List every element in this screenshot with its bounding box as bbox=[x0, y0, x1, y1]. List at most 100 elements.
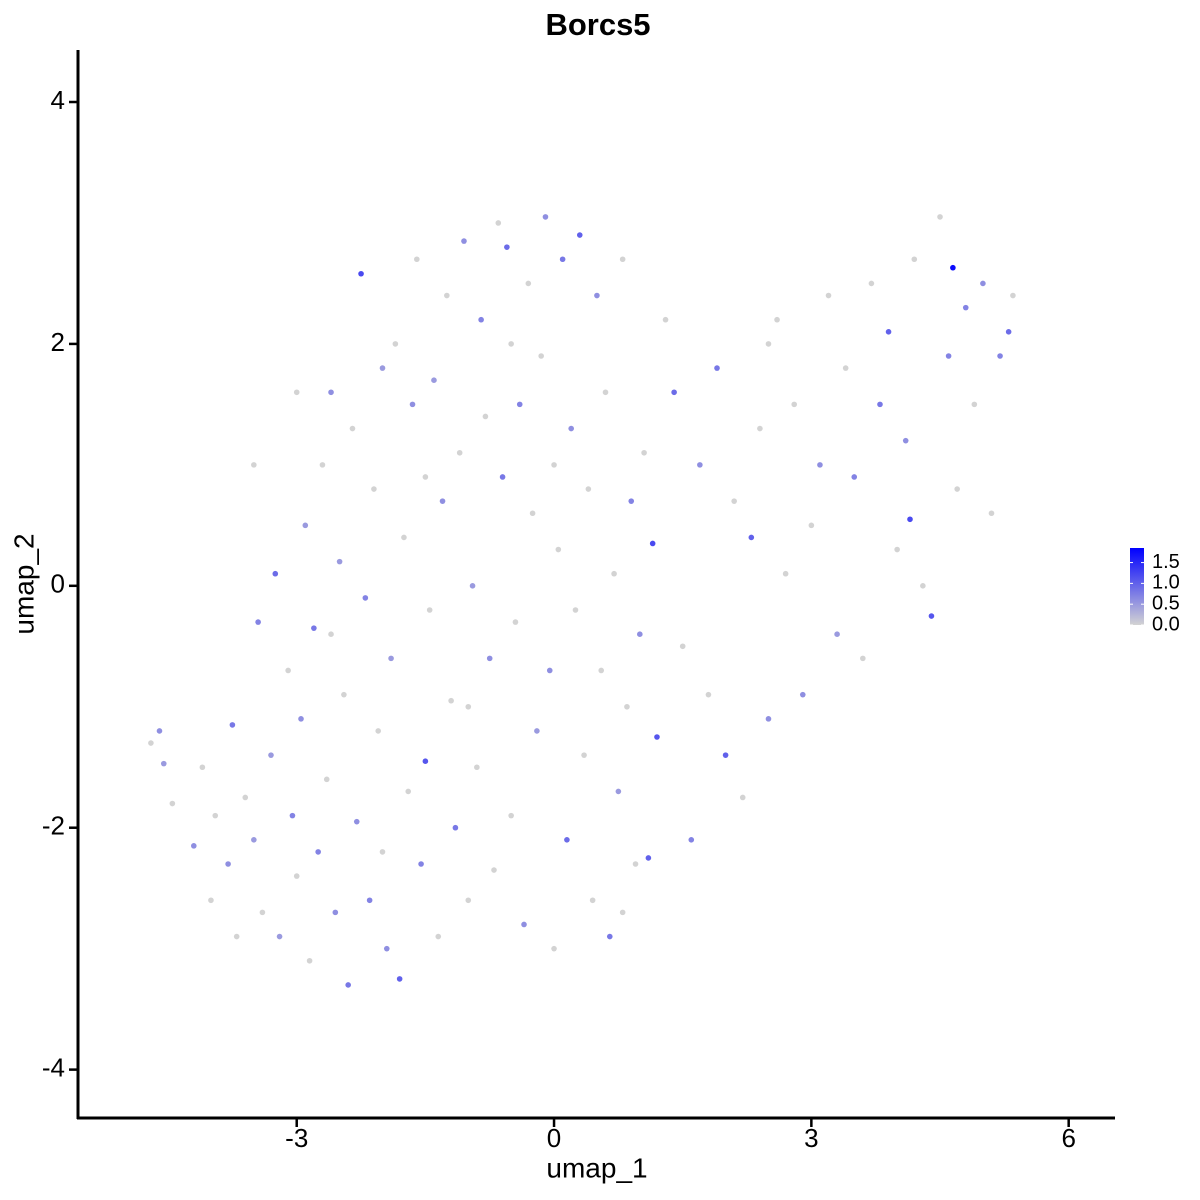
point bbox=[512, 619, 519, 625]
point bbox=[739, 794, 746, 801]
point bbox=[499, 474, 506, 480]
point bbox=[285, 667, 291, 674]
point bbox=[799, 691, 806, 698]
point bbox=[757, 425, 763, 432]
point bbox=[366, 897, 373, 904]
point bbox=[774, 316, 780, 323]
point bbox=[409, 401, 416, 408]
point bbox=[782, 570, 789, 577]
point bbox=[169, 800, 176, 807]
point bbox=[637, 631, 643, 637]
point bbox=[306, 957, 313, 964]
point bbox=[868, 280, 875, 287]
x-axis-title: umap_1 bbox=[546, 1152, 647, 1183]
point bbox=[414, 256, 420, 263]
point bbox=[1005, 329, 1012, 335]
point bbox=[619, 909, 626, 916]
point bbox=[482, 413, 489, 420]
point bbox=[474, 764, 480, 771]
point bbox=[688, 837, 695, 843]
point bbox=[594, 292, 600, 299]
point bbox=[233, 933, 240, 940]
point bbox=[619, 256, 626, 263]
point bbox=[148, 740, 154, 746]
point bbox=[1010, 292, 1016, 299]
point bbox=[452, 824, 459, 831]
point bbox=[662, 316, 669, 323]
point bbox=[791, 401, 798, 408]
point bbox=[358, 270, 364, 277]
point bbox=[375, 728, 382, 734]
point bbox=[315, 849, 321, 855]
point bbox=[208, 897, 214, 904]
point bbox=[302, 522, 309, 529]
point bbox=[276, 933, 283, 940]
point bbox=[456, 449, 463, 456]
point bbox=[988, 510, 995, 517]
point bbox=[332, 909, 339, 916]
point bbox=[641, 449, 647, 456]
point bbox=[568, 425, 574, 432]
y-tick-label: 0 bbox=[51, 569, 65, 599]
point bbox=[418, 861, 424, 867]
x-tick-label: 6 bbox=[1061, 1123, 1075, 1153]
point bbox=[465, 703, 472, 710]
point bbox=[632, 861, 639, 867]
point bbox=[444, 292, 450, 299]
point bbox=[379, 365, 386, 371]
point bbox=[199, 764, 206, 771]
point bbox=[426, 607, 433, 613]
point bbox=[431, 377, 437, 383]
point bbox=[525, 280, 532, 287]
point bbox=[336, 558, 343, 565]
point bbox=[396, 976, 403, 982]
point bbox=[495, 220, 502, 226]
point bbox=[328, 631, 334, 637]
point bbox=[516, 401, 523, 408]
point bbox=[229, 722, 236, 728]
point bbox=[920, 583, 926, 589]
point bbox=[808, 522, 815, 529]
point bbox=[212, 812, 219, 819]
point bbox=[842, 365, 849, 371]
point bbox=[581, 752, 587, 758]
point bbox=[508, 341, 514, 347]
point bbox=[405, 788, 412, 795]
colorbar-label: 1.0 bbox=[1152, 572, 1180, 594]
point bbox=[268, 752, 274, 758]
point bbox=[435, 933, 442, 940]
point bbox=[362, 595, 369, 601]
point bbox=[353, 818, 360, 825]
point bbox=[679, 643, 686, 650]
point bbox=[628, 498, 635, 504]
point bbox=[722, 752, 729, 758]
point bbox=[538, 353, 544, 359]
point bbox=[559, 256, 566, 263]
point bbox=[817, 462, 823, 468]
point bbox=[465, 897, 472, 904]
colorbar-label: 1.5 bbox=[1152, 551, 1180, 573]
point bbox=[697, 462, 703, 468]
point bbox=[242, 794, 249, 801]
point bbox=[877, 401, 883, 408]
point bbox=[349, 425, 356, 432]
point bbox=[521, 921, 527, 928]
point bbox=[572, 607, 579, 613]
point bbox=[251, 837, 257, 843]
point bbox=[825, 292, 832, 299]
point bbox=[298, 716, 304, 722]
point bbox=[323, 776, 330, 783]
point bbox=[401, 534, 407, 541]
point bbox=[714, 365, 720, 371]
point bbox=[962, 304, 969, 311]
point bbox=[649, 540, 656, 547]
point bbox=[885, 329, 892, 335]
y-tick-label: -2 bbox=[42, 811, 65, 841]
point bbox=[624, 703, 630, 710]
point bbox=[731, 498, 737, 504]
point bbox=[894, 546, 900, 553]
point bbox=[486, 655, 493, 662]
point bbox=[392, 341, 399, 347]
colorbar-label: 0.0 bbox=[1152, 613, 1180, 635]
